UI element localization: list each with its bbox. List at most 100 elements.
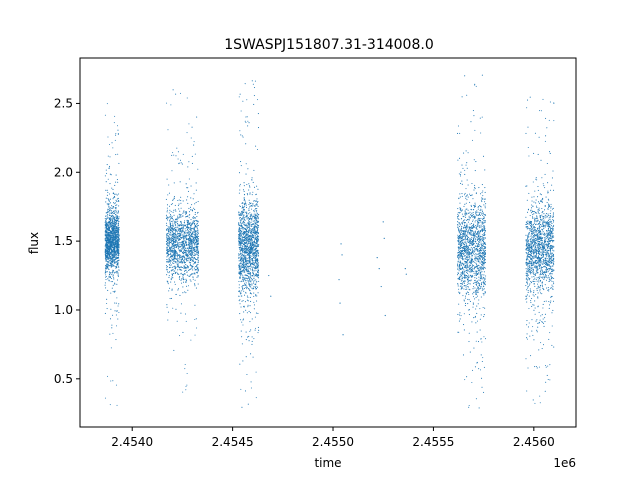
data-point (115, 228, 117, 230)
data-point (250, 244, 252, 246)
data-point (463, 281, 465, 283)
data-point (252, 275, 254, 277)
data-point (187, 289, 189, 291)
data-point (469, 351, 471, 353)
data-point (167, 235, 169, 237)
data-point (191, 273, 193, 275)
data-point (118, 233, 120, 235)
data-point (172, 219, 174, 221)
data-point (172, 247, 174, 249)
data-point (458, 258, 460, 260)
data-point (246, 373, 248, 376)
data-point (170, 225, 172, 227)
data-point (243, 208, 245, 210)
data-point (197, 263, 199, 265)
data-point (106, 230, 108, 233)
data-point (190, 219, 192, 221)
data-point (195, 246, 197, 248)
data-point (196, 228, 198, 230)
data-point (195, 201, 197, 204)
data-point (472, 198, 474, 200)
data-point (109, 224, 111, 226)
data-point (254, 329, 256, 331)
data-point (239, 185, 241, 187)
data-point (243, 249, 245, 251)
data-point (184, 368, 186, 370)
data-point (242, 100, 244, 102)
data-point (175, 241, 177, 243)
data-point (173, 233, 175, 235)
data-point (174, 283, 176, 285)
data-point (109, 247, 112, 249)
data-point (174, 261, 176, 263)
data-point (188, 242, 190, 244)
data-point (186, 373, 188, 375)
data-point (106, 243, 108, 245)
data-point (468, 228, 470, 230)
data-point (188, 256, 190, 258)
data-point (254, 200, 256, 202)
data-point (111, 245, 113, 247)
data-point (116, 219, 118, 221)
data-point (252, 203, 254, 205)
data-point (248, 340, 250, 342)
data-point (107, 211, 109, 213)
data-point (169, 230, 171, 232)
data-point (196, 221, 198, 223)
data-point (108, 260, 110, 262)
data-point (240, 134, 242, 136)
data-point (171, 249, 173, 251)
data-point (168, 246, 170, 248)
data-point (166, 271, 169, 273)
data-point (248, 239, 250, 241)
data-point (168, 271, 171, 273)
data-point (114, 245, 116, 247)
data-point (169, 249, 171, 251)
data-point (112, 235, 114, 237)
data-point (254, 217, 256, 219)
data-point (118, 234, 120, 236)
data-point (254, 264, 256, 266)
data-point (116, 252, 118, 254)
data-point (180, 207, 182, 209)
data-point (108, 167, 110, 169)
data-point (181, 267, 184, 269)
data-point (118, 247, 120, 249)
data-point (193, 144, 195, 146)
data-point (116, 261, 118, 263)
data-point (257, 149, 259, 151)
data-point (253, 249, 255, 251)
data-point (191, 260, 193, 262)
data-point (188, 237, 190, 239)
data-point (257, 225, 259, 227)
data-point (178, 233, 180, 235)
data-point (116, 245, 118, 247)
data-point (257, 213, 259, 215)
data-point (172, 224, 174, 227)
data-point (113, 278, 115, 280)
data-point (105, 181, 107, 183)
data-point (109, 274, 111, 276)
data-point (248, 229, 250, 231)
data-point (118, 311, 120, 313)
data-point (116, 310, 118, 312)
data-point (192, 263, 194, 265)
data-point (184, 211, 186, 213)
data-point (186, 260, 188, 262)
data-point (170, 220, 172, 223)
data-point (249, 214, 251, 216)
data-point (472, 252, 474, 254)
data-point (116, 254, 118, 256)
data-point (178, 265, 180, 267)
data-point (256, 243, 258, 245)
data-point (109, 144, 111, 146)
data-point (197, 261, 199, 263)
data-point (185, 389, 187, 391)
data-point (114, 218, 116, 220)
data-point (470, 233, 472, 235)
data-point (107, 252, 109, 254)
data-point (244, 238, 246, 240)
data-point (114, 256, 116, 258)
data-point (105, 215, 107, 217)
data-point (167, 241, 169, 244)
